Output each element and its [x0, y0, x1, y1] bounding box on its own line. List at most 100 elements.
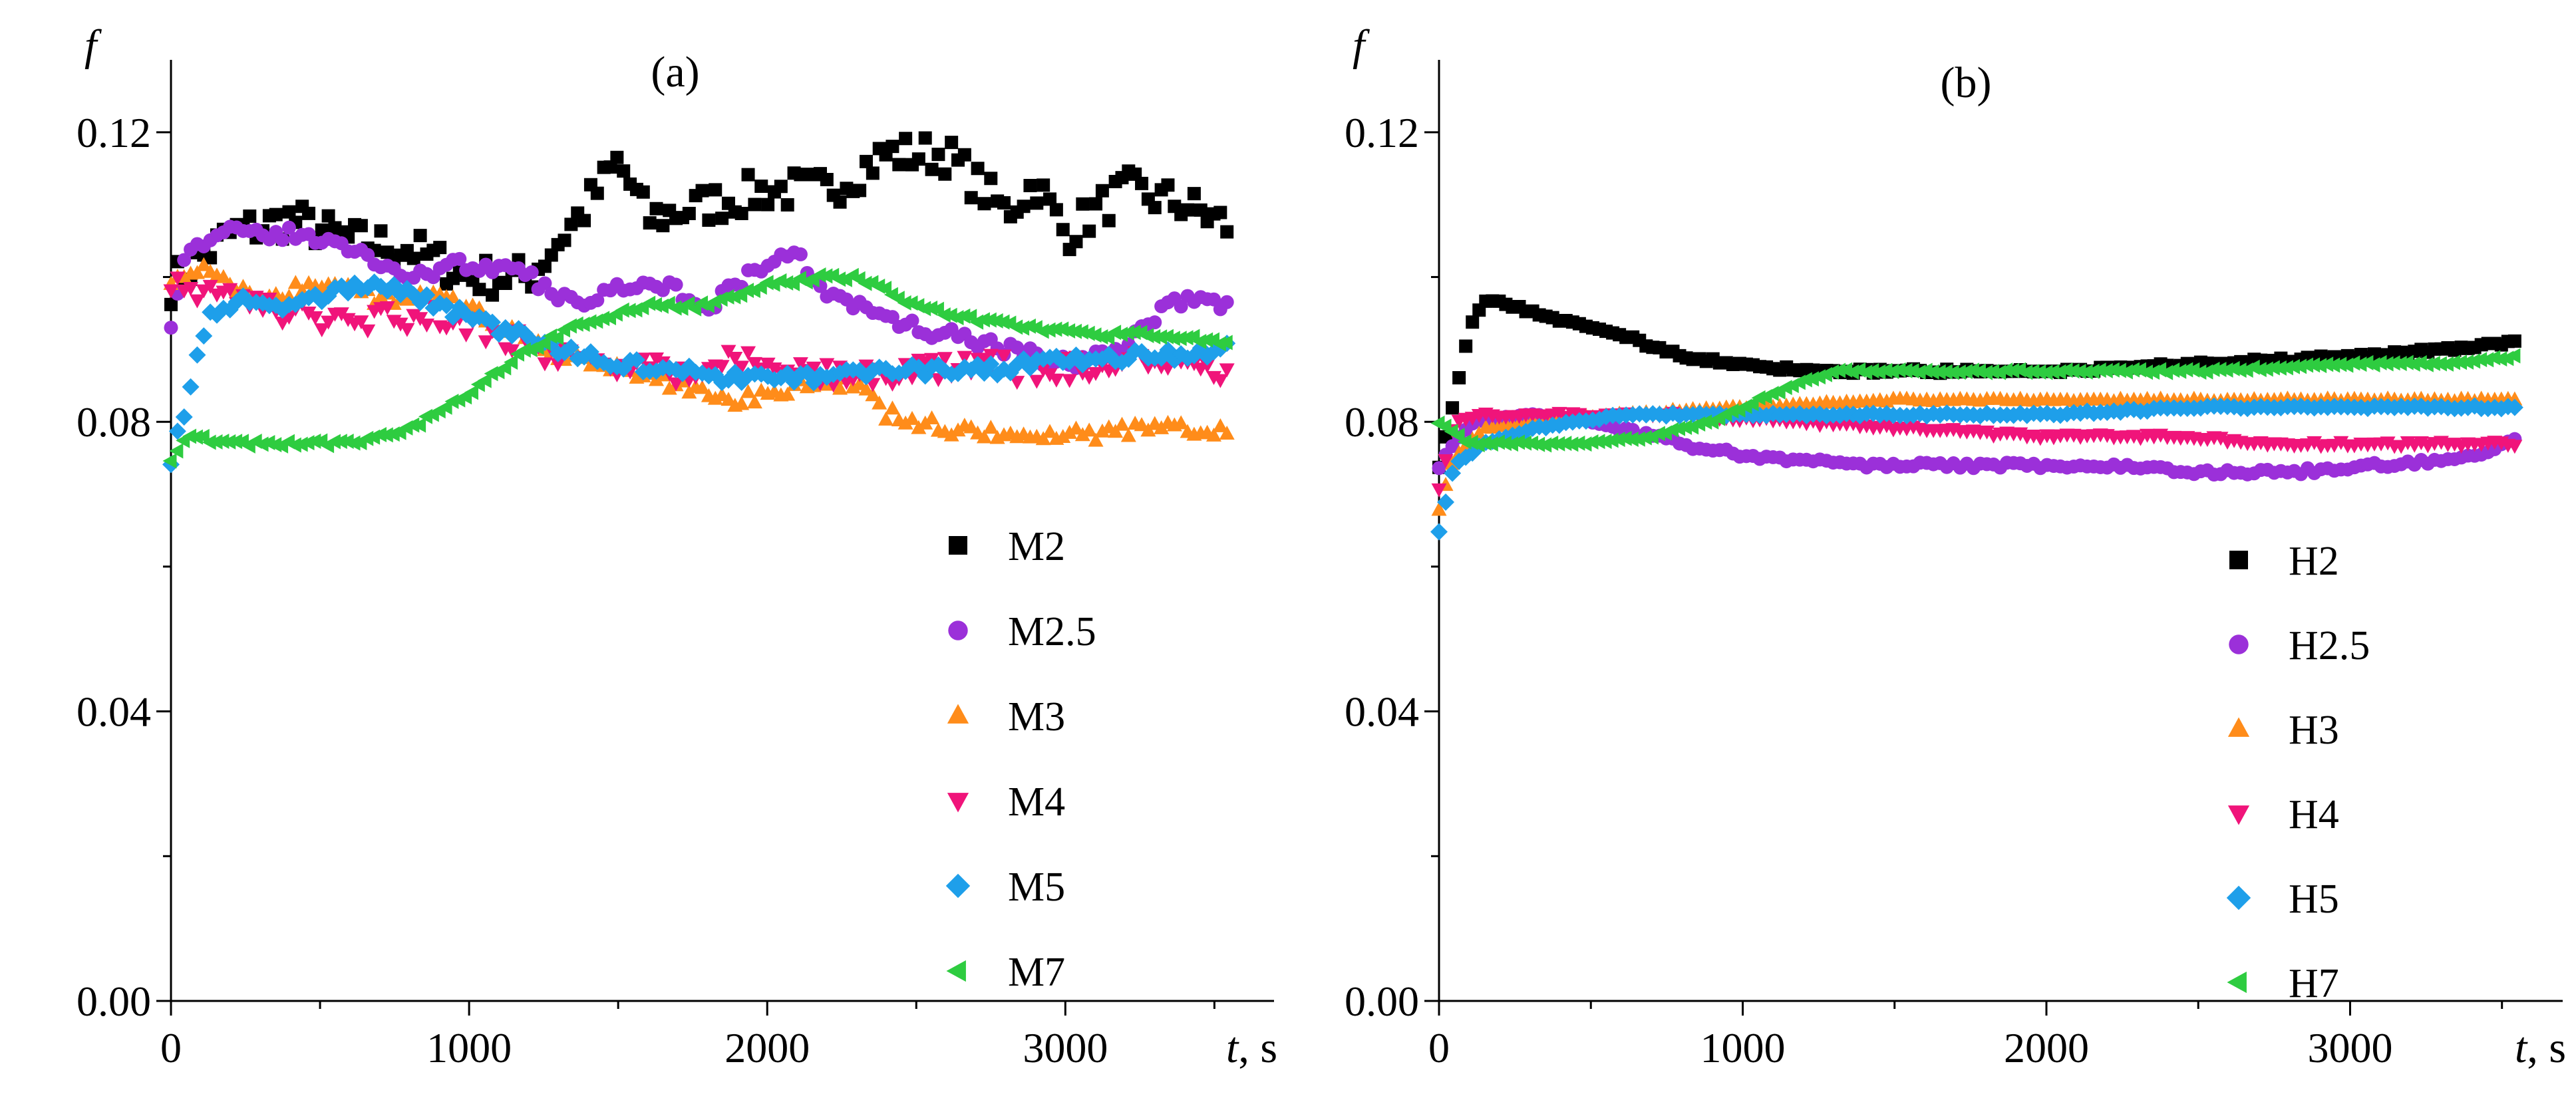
data-point — [1497, 436, 1512, 452]
legend-label: H4 — [2289, 792, 2339, 837]
data-point — [904, 410, 920, 425]
data-point — [1698, 414, 1712, 430]
x-tick-label: 2000 — [2004, 1024, 2089, 1071]
data-point — [2399, 354, 2414, 370]
data-point — [471, 300, 487, 315]
y-tick-label: 0.04 — [77, 688, 151, 736]
data-point — [2307, 436, 2323, 450]
data-point — [287, 275, 303, 289]
data-point — [359, 430, 374, 446]
data-point — [1062, 424, 1078, 439]
data-point — [2213, 432, 2229, 446]
data-point — [2032, 364, 2046, 380]
data-point — [293, 436, 308, 452]
data-point — [275, 317, 291, 331]
series-M7 — [162, 267, 1233, 469]
data-point — [2265, 360, 2280, 376]
data-point — [1213, 206, 1227, 219]
data-point — [1985, 364, 2000, 380]
data-point — [957, 350, 973, 365]
data-point — [243, 209, 257, 223]
data-point — [1187, 187, 1201, 201]
data-point — [1219, 363, 1235, 378]
data-point — [433, 241, 447, 255]
data-point — [1049, 203, 1063, 217]
data-point — [287, 437, 301, 453]
data-point — [537, 357, 553, 372]
data-point — [321, 209, 335, 223]
data-point — [977, 197, 991, 211]
data-point — [1979, 364, 1993, 380]
data-point — [1172, 331, 1187, 347]
data-point — [669, 277, 683, 292]
data-point — [486, 288, 500, 302]
data-point — [918, 131, 932, 145]
data-point — [1219, 426, 1235, 440]
data-point — [774, 180, 788, 194]
data-point — [1444, 464, 1462, 482]
data-points — [162, 131, 1236, 474]
data-point — [1148, 201, 1162, 215]
data-point — [321, 315, 337, 330]
legend-marker — [2227, 717, 2250, 737]
data-point — [936, 307, 951, 323]
data-point — [544, 248, 558, 262]
data-point — [281, 220, 296, 235]
data-point — [2486, 350, 2501, 366]
data-point — [2453, 354, 2468, 370]
data-point — [2192, 364, 2207, 380]
data-point — [996, 349, 1012, 364]
data-point — [374, 224, 388, 238]
data-point — [726, 289, 741, 305]
data-point — [1194, 203, 1208, 217]
data-point — [1009, 376, 1025, 390]
legend-label: M2.5 — [1008, 609, 1096, 654]
data-point — [1951, 364, 1966, 380]
x-tick-label: 1000 — [1700, 1024, 1785, 1071]
legend-label: H5 — [2289, 877, 2339, 922]
data-point — [254, 436, 269, 452]
data-point — [1651, 426, 1665, 442]
data-point — [1056, 223, 1070, 237]
data-point — [766, 362, 782, 376]
data-point — [643, 216, 657, 230]
data-point — [865, 387, 881, 402]
data-point — [734, 360, 750, 375]
x-tick-label: 2000 — [724, 1024, 810, 1071]
data-point — [163, 284, 179, 299]
data-point — [1173, 415, 1189, 430]
data-point — [2219, 362, 2233, 378]
data-point — [208, 434, 223, 450]
data-point — [1108, 424, 1124, 438]
data-point — [1557, 436, 1572, 452]
data-point — [923, 300, 938, 316]
data-point — [372, 426, 387, 442]
data-point — [1174, 299, 1188, 314]
data-point — [168, 422, 186, 440]
data-point — [989, 313, 1003, 329]
data-point — [2092, 362, 2106, 378]
data-point — [1089, 197, 1103, 211]
data-point — [641, 295, 656, 311]
data-point — [949, 310, 964, 326]
data-point — [282, 205, 296, 219]
data-point — [1067, 323, 1082, 339]
data-point — [2252, 362, 2267, 378]
data-point — [1571, 435, 1585, 451]
data-point — [1120, 428, 1136, 442]
data-point — [189, 265, 205, 279]
data-point — [2439, 356, 2454, 372]
data-point — [734, 396, 750, 410]
data-point — [931, 148, 945, 162]
data-point — [2293, 358, 2307, 374]
data-point — [1437, 493, 1455, 511]
x-axis-unit: , s — [1238, 1024, 1277, 1072]
data-point — [1219, 295, 1234, 309]
data-point — [1043, 192, 1057, 206]
data-point — [164, 321, 178, 335]
data-point — [1140, 328, 1154, 344]
data-point — [866, 166, 880, 180]
data-point — [1017, 200, 1031, 213]
data-point — [1082, 224, 1096, 238]
data-point — [360, 324, 376, 339]
